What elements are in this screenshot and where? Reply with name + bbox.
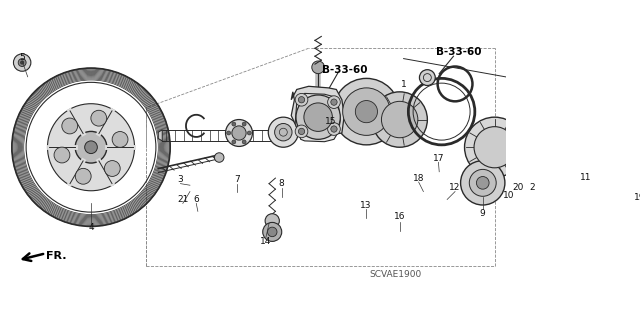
Circle shape [227, 131, 230, 135]
Circle shape [18, 59, 26, 67]
Circle shape [298, 97, 305, 103]
Circle shape [247, 131, 252, 135]
Circle shape [328, 123, 340, 135]
Circle shape [232, 122, 236, 126]
Text: 11: 11 [580, 173, 591, 182]
Text: 10: 10 [503, 191, 515, 200]
Circle shape [242, 140, 246, 144]
Circle shape [476, 176, 489, 189]
Circle shape [62, 118, 77, 134]
Text: B-33-60: B-33-60 [436, 47, 482, 57]
Text: 1: 1 [401, 80, 406, 89]
Polygon shape [554, 82, 608, 153]
Circle shape [564, 101, 596, 133]
Circle shape [561, 140, 568, 146]
Circle shape [91, 110, 107, 126]
Circle shape [525, 110, 535, 120]
Circle shape [419, 70, 435, 85]
Circle shape [112, 131, 128, 147]
Circle shape [630, 144, 640, 155]
Circle shape [54, 147, 70, 163]
Circle shape [355, 100, 378, 123]
Circle shape [558, 83, 571, 96]
Polygon shape [278, 130, 285, 141]
Circle shape [84, 141, 97, 153]
Polygon shape [295, 93, 340, 142]
Circle shape [304, 103, 332, 131]
Text: 14: 14 [260, 237, 271, 246]
Circle shape [331, 99, 337, 105]
Text: 2: 2 [529, 183, 534, 192]
Text: SCVAE1900: SCVAE1900 [369, 270, 422, 279]
Circle shape [461, 161, 505, 205]
Circle shape [372, 92, 428, 147]
Circle shape [13, 54, 31, 71]
Circle shape [296, 95, 340, 139]
Circle shape [275, 123, 292, 141]
Text: FR.: FR. [46, 251, 67, 262]
Circle shape [561, 86, 568, 93]
Circle shape [225, 120, 252, 146]
Text: 5: 5 [19, 53, 25, 62]
Circle shape [268, 227, 277, 237]
Circle shape [298, 128, 305, 135]
Text: B-33-60: B-33-60 [321, 65, 367, 75]
Circle shape [469, 169, 496, 196]
Polygon shape [158, 130, 162, 141]
Circle shape [295, 125, 308, 138]
Text: 19: 19 [634, 193, 640, 202]
Text: 21: 21 [177, 195, 189, 204]
Text: 12: 12 [449, 183, 461, 192]
Text: 17: 17 [433, 154, 444, 163]
Text: 9: 9 [480, 209, 486, 218]
Circle shape [331, 126, 337, 132]
Circle shape [522, 93, 530, 101]
Text: 7: 7 [234, 175, 240, 184]
Circle shape [342, 88, 390, 135]
Circle shape [328, 96, 340, 108]
Text: 4: 4 [88, 223, 94, 232]
Text: 3: 3 [177, 175, 183, 184]
Circle shape [214, 153, 224, 162]
Circle shape [76, 168, 91, 184]
Circle shape [295, 93, 308, 106]
Circle shape [333, 78, 399, 145]
Circle shape [465, 117, 525, 177]
Circle shape [589, 139, 602, 152]
Circle shape [232, 140, 236, 144]
Circle shape [47, 104, 134, 191]
Circle shape [572, 109, 588, 125]
Circle shape [20, 61, 24, 64]
Circle shape [592, 88, 598, 94]
Text: 18: 18 [413, 174, 424, 182]
Circle shape [592, 143, 598, 149]
Circle shape [242, 122, 246, 126]
Circle shape [558, 137, 571, 150]
Text: 8: 8 [279, 179, 285, 188]
Circle shape [474, 127, 515, 168]
Circle shape [381, 101, 418, 138]
Text: 15: 15 [325, 117, 337, 126]
Circle shape [75, 131, 107, 163]
Text: 13: 13 [360, 201, 371, 210]
Text: 20: 20 [513, 183, 524, 192]
Circle shape [263, 222, 282, 241]
Circle shape [268, 117, 298, 147]
Circle shape [265, 214, 280, 228]
Circle shape [104, 160, 120, 176]
Circle shape [312, 61, 324, 74]
Text: 6: 6 [193, 195, 199, 204]
Circle shape [232, 126, 246, 140]
Circle shape [589, 85, 602, 97]
Polygon shape [291, 86, 344, 135]
Text: 16: 16 [394, 212, 405, 221]
